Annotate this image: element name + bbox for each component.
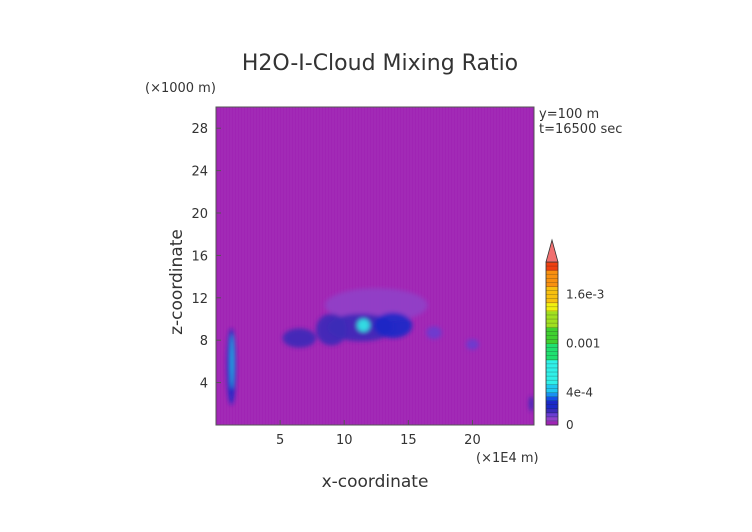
x-tick-label: 15	[400, 433, 417, 448]
y-axis-unit: (×1000 m)	[145, 81, 216, 96]
colorbar-segment	[546, 262, 558, 267]
colorbar-segment	[546, 384, 558, 389]
y-tick-label: 16	[191, 249, 208, 264]
colorbar-segment	[546, 314, 558, 320]
colorbar-segment	[546, 376, 558, 381]
plot-frame	[215, 106, 535, 426]
colorbar-segment	[546, 347, 558, 353]
colorbar-segment	[546, 331, 558, 336]
colorbar-segment	[546, 388, 558, 393]
y-tick-label: 24	[191, 165, 208, 180]
colorbar-segment	[546, 392, 558, 397]
colorbar-segment	[546, 355, 558, 361]
colorbar-segment	[546, 327, 558, 332]
colorbar-segment	[546, 306, 558, 312]
colorbar-tick-label: 0	[566, 418, 574, 432]
colorbar-tick-label: 1.6e-3	[566, 288, 604, 302]
data-region	[373, 312, 413, 339]
colorbar-segment	[546, 298, 558, 304]
colorbar-segment	[546, 420, 558, 426]
plot-area	[215, 106, 535, 426]
colorbar-tick-label: 4e-4	[566, 385, 593, 399]
colorbar-segment	[546, 274, 558, 279]
colorbar-segment	[546, 294, 558, 300]
x-axis: 5 10 15 20	[276, 420, 481, 448]
colorbar-segment	[546, 400, 558, 406]
colorbar-segment	[546, 335, 558, 340]
data-region	[316, 313, 347, 346]
data-region	[324, 288, 428, 323]
colorbar-segment	[546, 343, 558, 349]
x-tick-label: 10	[336, 433, 353, 448]
data-region	[466, 339, 479, 350]
y-tick-label: 20	[191, 207, 208, 222]
colorbar-segment	[546, 404, 558, 410]
y-tick-label: 4	[200, 377, 208, 392]
colorbar-segment	[546, 310, 558, 316]
y-axis: 4 8 12 16 20 24 28	[191, 122, 221, 392]
chart-title: H2O-I-Cloud Mixing Ratio	[242, 51, 518, 76]
colorbar-segment	[546, 408, 558, 414]
colorbar-segment	[546, 323, 558, 328]
colorbar-tick-label: 0.001	[566, 337, 600, 351]
colorbar-segment	[546, 412, 558, 418]
y-tick-label: 28	[191, 122, 208, 137]
colorbar-segment	[546, 319, 558, 324]
colorbar-extend-arrow	[545, 238, 559, 263]
data-region	[282, 328, 317, 348]
colorbar-segment	[546, 282, 558, 287]
colorbar-segment	[546, 339, 558, 344]
colorbar-segment	[546, 396, 558, 402]
y-tick-label: 8	[200, 334, 208, 349]
data-region	[357, 319, 370, 332]
colorbar-segment	[546, 416, 558, 422]
colorbar: 0 4e-4 0.001 1.6e-3	[545, 238, 604, 432]
colorbar-segment	[546, 351, 558, 357]
colorbar-segment	[546, 372, 558, 377]
colorbar-segment	[546, 359, 558, 365]
colorbar-segment	[546, 367, 558, 373]
data-region	[426, 326, 442, 340]
data-region	[230, 333, 234, 389]
colorbar-segment	[546, 380, 558, 385]
x-tick-label: 20	[464, 433, 481, 448]
colorbar-segment	[546, 363, 558, 369]
annotation-t: t=16500 sec	[539, 122, 622, 137]
x-axis-label: x-coordinate	[322, 472, 429, 492]
colorbar-segment	[546, 278, 558, 283]
colorbar-segment	[546, 266, 558, 271]
colorbar-segment	[546, 302, 558, 308]
colorbar-segment	[546, 290, 558, 296]
data-region	[528, 396, 534, 412]
annotation-y: y=100 m	[539, 107, 599, 122]
x-tick-label: 5	[276, 433, 284, 448]
y-tick-label: 12	[191, 292, 208, 307]
x-axis-unit: (×1E4 m)	[476, 451, 539, 466]
y-axis-label: z-coordinate	[167, 229, 187, 335]
colorbar-segment	[546, 270, 558, 275]
colorbar-segment	[546, 286, 558, 292]
